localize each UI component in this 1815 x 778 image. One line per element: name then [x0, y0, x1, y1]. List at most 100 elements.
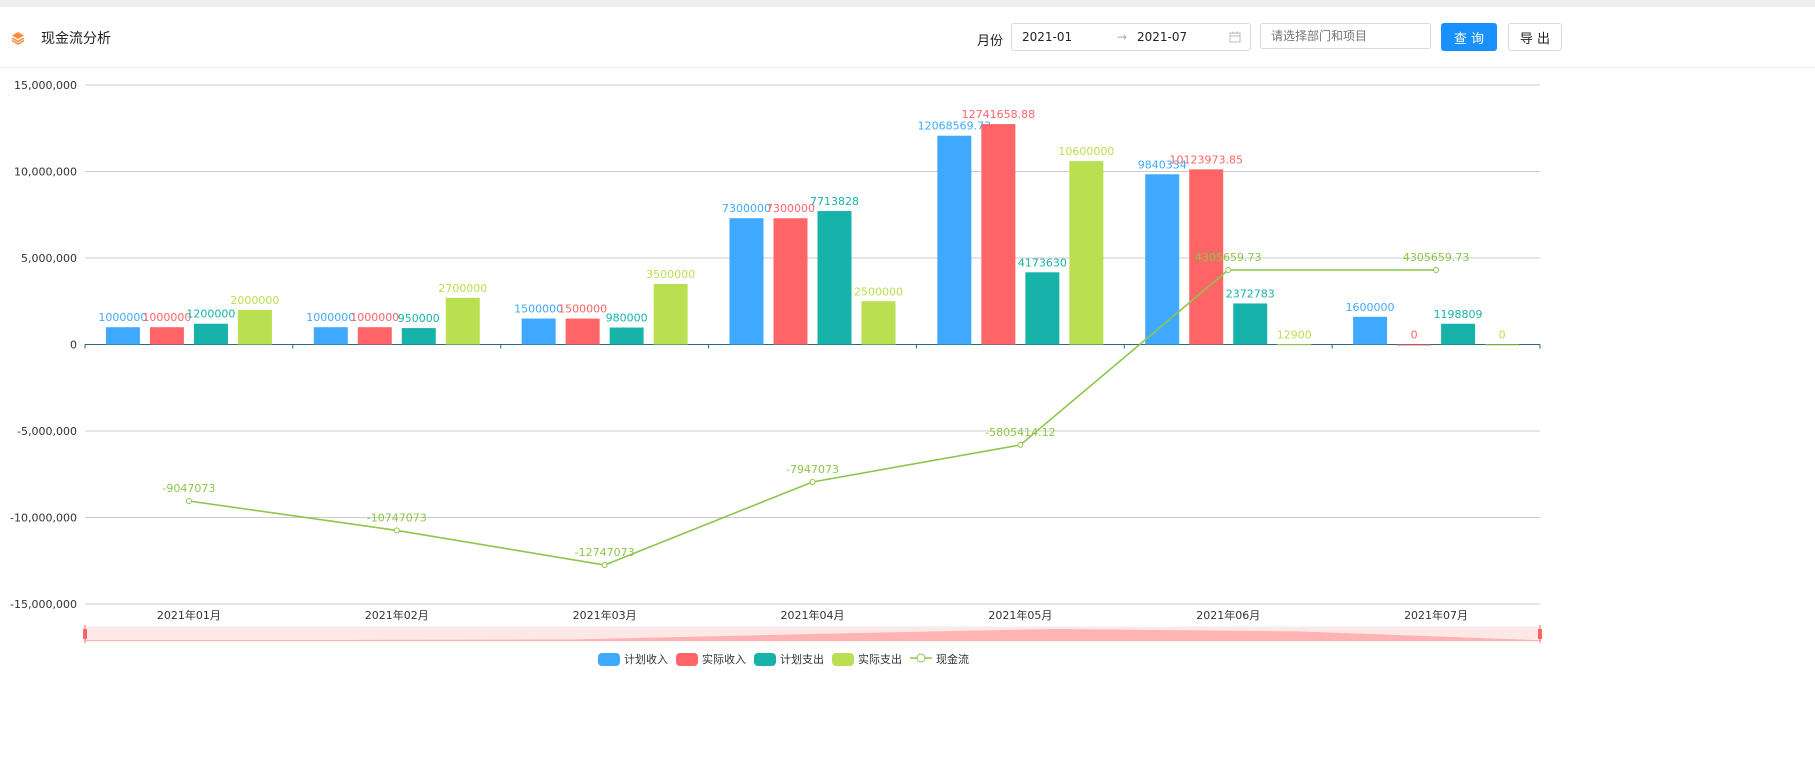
legend-item[interactable]: 计划收入 [598, 651, 668, 667]
bar-data-label: 4173630 [1018, 256, 1067, 269]
cashflow-point [1433, 267, 1440, 274]
line-data-label: -7947073 [786, 463, 839, 476]
legend-swatch [676, 652, 698, 666]
bar-data-label: 2500000 [854, 285, 903, 298]
y-tick-label: -15,000,000 [10, 598, 77, 611]
bar-1 [729, 218, 764, 345]
line-data-label: -9047073 [162, 482, 215, 495]
bar-data-label: 0 [1411, 329, 1418, 342]
bar-data-label: 3500000 [646, 268, 695, 281]
month-label: 月份 [977, 34, 1004, 49]
month-range-picker[interactable]: 2021-01 → 2021-07 [1011, 23, 1251, 51]
bar-data-label: 9840334 [1138, 158, 1187, 171]
bar-data-label: 1198809 [1434, 308, 1483, 321]
bar-2 [565, 318, 600, 345]
bar-data-label: 12741658.88 [962, 108, 1035, 121]
bar-4 [653, 283, 688, 345]
y-tick-label: 15,000,000 [14, 79, 77, 92]
bar-4 [1485, 344, 1520, 346]
legend-label: 现金流 [936, 653, 969, 666]
line-data-label: -12747073 [575, 546, 635, 559]
legend-swatch [832, 652, 854, 666]
calendar-icon[interactable] [1229, 31, 1241, 43]
bar-2 [1189, 169, 1224, 345]
legend-label: 计划收入 [624, 653, 668, 666]
bar-3 [817, 211, 852, 345]
bar-3 [401, 328, 436, 345]
department-project-select[interactable] [1260, 23, 1431, 49]
datazoom-preview-area [85, 629, 1540, 641]
bar-1 [521, 318, 556, 345]
legend-swatch [754, 652, 776, 666]
bar-data-label: 1600000 [1346, 301, 1395, 314]
bar-data-label: 1000000 [350, 311, 399, 324]
layers-icon [11, 32, 25, 45]
chart-legend: 计划收入 实际收入 计划支出 实际支出 现金流 [598, 651, 969, 667]
x-tick-label: 2021年05月 [988, 608, 1052, 622]
range-arrow: → [1117, 30, 1128, 44]
x-tick-label: 2021年06月 [1196, 608, 1260, 622]
bar-data-label: 7713828 [810, 195, 859, 208]
bar-data-label: 12068569.73 [918, 120, 991, 133]
y-tick-label: 10,000,000 [14, 166, 77, 179]
bar-data-label: 2000000 [230, 294, 279, 307]
bar-2 [149, 327, 184, 345]
bar-1 [105, 327, 140, 345]
cashflow-point [809, 478, 816, 485]
legend-item[interactable]: 实际支出 [832, 651, 902, 667]
legend-label: 实际支出 [858, 653, 902, 666]
y-tick-label: 5,000,000 [21, 252, 77, 265]
bar-4 [445, 297, 480, 345]
top-strip [0, 0, 1815, 7]
bar-4 [1277, 344, 1312, 346]
bar-3 [1025, 272, 1060, 345]
bar-data-label: 1200000 [186, 308, 235, 321]
bar-data-label: 1500000 [558, 303, 607, 316]
cashflow-point [1225, 267, 1232, 274]
bar-2 [981, 124, 1016, 345]
legend-swatch [598, 652, 620, 666]
legend-item[interactable]: 现金流 [910, 651, 969, 667]
x-tick-label: 2021年02月 [365, 608, 429, 622]
bar-data-label: 10600000 [1058, 145, 1114, 158]
line-data-label: -10747073 [367, 511, 427, 524]
bar-4 [861, 301, 896, 345]
bar-data-label: 1000000 [306, 311, 355, 324]
line-data-label: 4305659.73 [1195, 251, 1261, 264]
legend-item[interactable]: 实际收入 [676, 651, 746, 667]
line-data-label: 4305659.73 [1403, 251, 1469, 264]
bar-1 [1353, 316, 1388, 345]
bar-data-label: 12900 [1277, 328, 1312, 341]
bar-data-label: 0 [1499, 329, 1506, 342]
bar-4 [1069, 161, 1104, 345]
cashflow-point [1017, 441, 1024, 448]
line-legend-icon [910, 652, 932, 667]
legend-item[interactable]: 计划支出 [754, 651, 824, 667]
y-tick-label: -5,000,000 [17, 425, 77, 438]
bar-3 [1233, 303, 1268, 345]
bar-data-label: 1500000 [514, 303, 563, 316]
bar-2 [1397, 344, 1432, 346]
end-month[interactable]: 2021-07 [1137, 30, 1188, 44]
x-tick-label: 2021年07月 [1404, 608, 1468, 622]
bar-data-label: 950000 [398, 312, 440, 325]
bar-data-label: 2372783 [1226, 287, 1275, 300]
query-button[interactable]: 查 询 [1441, 23, 1497, 51]
legend-label: 实际收入 [702, 653, 746, 666]
bar-3 [1441, 323, 1476, 345]
bar-1 [1145, 174, 1180, 345]
export-button[interactable]: 导 出 [1508, 23, 1562, 51]
line-data-label: -5805414.12 [985, 426, 1055, 439]
bar-data-label: 1000000 [142, 311, 191, 324]
y-tick-label: -10,000,000 [10, 512, 77, 525]
x-tick-label: 2021年04月 [781, 608, 845, 622]
bar-data-label: 1000000 [98, 311, 147, 324]
bar-data-label: 2700000 [438, 282, 487, 295]
bar-3 [609, 327, 644, 345]
bar-data-label: 980000 [606, 312, 648, 325]
bar-2 [357, 327, 392, 345]
start-month[interactable]: 2021-01 [1022, 30, 1073, 44]
x-tick-label: 2021年01月 [157, 608, 221, 622]
cashflow-point [601, 562, 608, 569]
bar-3 [193, 323, 228, 345]
